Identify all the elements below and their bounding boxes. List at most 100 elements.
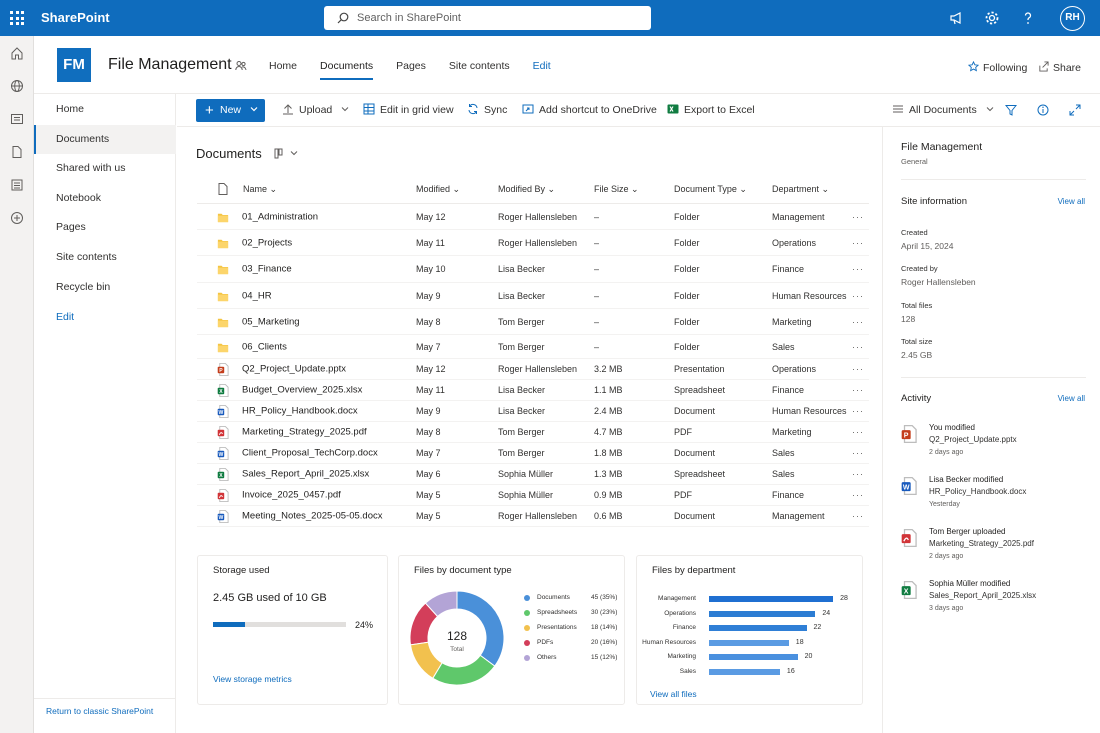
activity-file[interactable]: Sales_Report_April_2025.xlsx — [929, 591, 1037, 600]
app-launcher-icon[interactable] — [10, 11, 24, 25]
lists-icon[interactable] — [10, 178, 24, 192]
column-header-document-type[interactable]: Document Type ⌄ — [674, 184, 747, 195]
file-name[interactable]: Budget_Overview_2025.xlsx — [242, 384, 363, 396]
column-header-name[interactable]: Name ⌄ — [243, 184, 277, 195]
table-row[interactable]: 01_Administration May 12 Roger Hallenslebe… — [197, 204, 869, 230]
site-nav-pages[interactable]: Pages — [396, 60, 426, 72]
nav-item-documents[interactable]: Documents — [34, 125, 176, 154]
more-options-icon[interactable]: ··· — [852, 237, 864, 248]
table-row[interactable]: W Client_Proposal_TechCorp.docx May 7 Tom B… — [197, 443, 869, 464]
more-options-icon[interactable]: ··· — [852, 341, 864, 352]
more-options-icon[interactable]: ··· — [852, 364, 864, 374]
upload-button[interactable]: Upload — [283, 104, 349, 116]
activity-file[interactable]: HR_Policy_Handbook.docx — [929, 487, 1027, 496]
share-button[interactable]: Share — [1038, 61, 1081, 74]
nav-item-shared-with-us[interactable]: Shared with us — [56, 162, 126, 174]
gear-icon[interactable] — [984, 10, 1000, 26]
file-name[interactable]: 05_Marketing — [242, 316, 300, 327]
more-options-icon[interactable]: ··· — [852, 290, 864, 301]
view-storage-metrics-link[interactable]: View storage metrics — [213, 674, 292, 684]
file-name[interactable]: 02_Projects — [242, 237, 293, 248]
table-row[interactable]: 06_Clients May 7 Tom Berger – Folder Sales ··· — [197, 335, 869, 359]
site-title[interactable]: File Management — [108, 56, 232, 73]
view-options-icon[interactable] — [274, 148, 300, 159]
table-row[interactable]: 04_HR May 9 Lisa Becker – Folder Human Resour… — [197, 283, 869, 309]
column-header-department[interactable]: Department ⌄ — [772, 184, 829, 195]
site-logo[interactable]: FM — [57, 48, 91, 82]
donut-slice-presentations[interactable] — [409, 641, 443, 679]
site-nav-home[interactable]: Home — [269, 60, 298, 72]
file-icon[interactable] — [10, 145, 24, 159]
bar-management[interactable] — [709, 596, 834, 602]
more-options-icon[interactable]: ··· — [852, 427, 864, 437]
file-name[interactable]: Invoice_2025_0457.pdf — [242, 489, 341, 501]
file-name[interactable]: 03_Finance — [242, 263, 292, 275]
donut-slice-documents[interactable] — [456, 590, 505, 667]
megaphone-icon[interactable] — [949, 10, 965, 26]
return-to-classic-link[interactable]: Return to classic SharePoint — [46, 706, 154, 716]
table-row[interactable]: X Budget_Overview_2025.xlsx May 11 Lisa Bec… — [197, 380, 869, 401]
column-header-modified[interactable]: Modified ⌄ — [416, 184, 460, 195]
table-row[interactable]: 03_Finance May 10 Lisa Becker – Folder Financ… — [197, 256, 869, 283]
site-nav-site-contents[interactable]: Site contents — [448, 60, 510, 72]
activity-file[interactable]: Q2_Project_Update.pptx — [929, 435, 1017, 444]
filter-icon[interactable] — [1005, 104, 1017, 116]
more-options-icon[interactable]: ··· — [852, 406, 864, 416]
more-options-icon[interactable]: ··· — [852, 385, 864, 395]
more-options-icon[interactable]: ··· — [852, 316, 864, 327]
table-row[interactable]: 05_Marketing May 8 Tom Berger – Folder Market… — [197, 309, 869, 335]
edit-grid-button[interactable]: Edit in grid view — [363, 103, 454, 116]
table-row[interactable]: P Q2_Project_Update.pptx May 12 Roger Halle… — [197, 359, 869, 380]
file-name[interactable]: HR_Policy_Handbook.docx — [242, 405, 358, 417]
donut-slice-spreadsheets[interactable] — [432, 654, 496, 686]
table-row[interactable]: W HR_Policy_Handbook.docx May 9 Lisa Becker… — [197, 401, 869, 422]
news-icon[interactable] — [10, 112, 24, 126]
info-icon[interactable] — [1037, 104, 1049, 116]
avatar[interactable]: RH — [1060, 6, 1085, 31]
column-header-modified-by[interactable]: Modified By ⌄ — [498, 184, 555, 195]
nav-item-home[interactable]: Home — [56, 103, 85, 115]
more-options-icon[interactable]: ··· — [852, 448, 864, 458]
more-options-icon[interactable]: ··· — [852, 469, 864, 479]
create-icon[interactable] — [10, 211, 24, 225]
file-name[interactable]: 01_Administration — [242, 211, 319, 222]
search-input[interactable]: Search in SharePoint — [324, 6, 651, 30]
help-icon[interactable] — [1020, 10, 1036, 26]
donut-slice-pdfs[interactable] — [409, 602, 439, 646]
nav-item-edit[interactable]: Edit — [56, 311, 75, 323]
column-header-file-size[interactable]: File Size ⌄ — [594, 184, 639, 195]
activity-file[interactable]: Marketing_Strategy_2025.pdf — [929, 539, 1034, 548]
globe-icon[interactable] — [10, 79, 24, 93]
file-name[interactable]: 06_Clients — [242, 341, 287, 352]
sync-button[interactable]: Sync — [468, 103, 507, 116]
new-button[interactable]: + New — [196, 99, 265, 122]
add-shortcut-button[interactable]: Add shortcut to OneDrive — [522, 104, 657, 116]
activity-view-all[interactable]: View all — [1057, 394, 1085, 403]
file-type-header-icon[interactable] — [218, 183, 228, 195]
view-selector[interactable]: All Documents — [893, 104, 994, 116]
nav-item-notebook[interactable]: Notebook — [56, 192, 101, 204]
bar-human-resources[interactable] — [709, 639, 789, 646]
table-row[interactable]: W Meeting_Notes_2025-05-05.docx May 5 Roger… — [197, 506, 869, 527]
bar-marketing[interactable] — [709, 654, 798, 660]
more-options-icon[interactable]: ··· — [852, 211, 864, 222]
nav-item-pages[interactable]: Pages — [56, 221, 86, 233]
brand-name[interactable]: SharePoint — [41, 10, 110, 25]
file-name[interactable]: Marketing_Strategy_2025.pdf — [242, 426, 367, 438]
file-name[interactable]: Sales_Report_April_2025.xlsx — [242, 468, 370, 480]
table-row[interactable]: X Sales_Report_April_2025.xlsx May 6 Sophia… — [197, 464, 869, 485]
export-excel-button[interactable]: Export to Excel — [667, 104, 755, 116]
nav-item-recycle-bin[interactable]: Recycle bin — [56, 281, 111, 293]
table-row[interactable]: Marketing_Strategy_2025.pdf May 8 Tom Berg… — [197, 422, 869, 443]
following-button[interactable]: Following — [967, 60, 1027, 74]
more-options-icon[interactable]: ··· — [852, 264, 864, 274]
view-all-files-link[interactable]: View all files — [650, 689, 697, 699]
bar-sales[interactable] — [709, 668, 780, 675]
site-nav-documents[interactable]: Documents — [320, 60, 374, 80]
expand-icon[interactable] — [1069, 104, 1081, 116]
table-row[interactable]: 02_Projects May 11 Roger Hallensleben – Fold… — [197, 230, 869, 256]
file-name[interactable]: Q2_Project_Update.pptx — [242, 363, 347, 375]
file-name[interactable]: Meeting_Notes_2025-05-05.docx — [242, 510, 383, 522]
file-name[interactable]: 04_HR — [242, 290, 272, 301]
bar-finance[interactable] — [709, 625, 807, 631]
